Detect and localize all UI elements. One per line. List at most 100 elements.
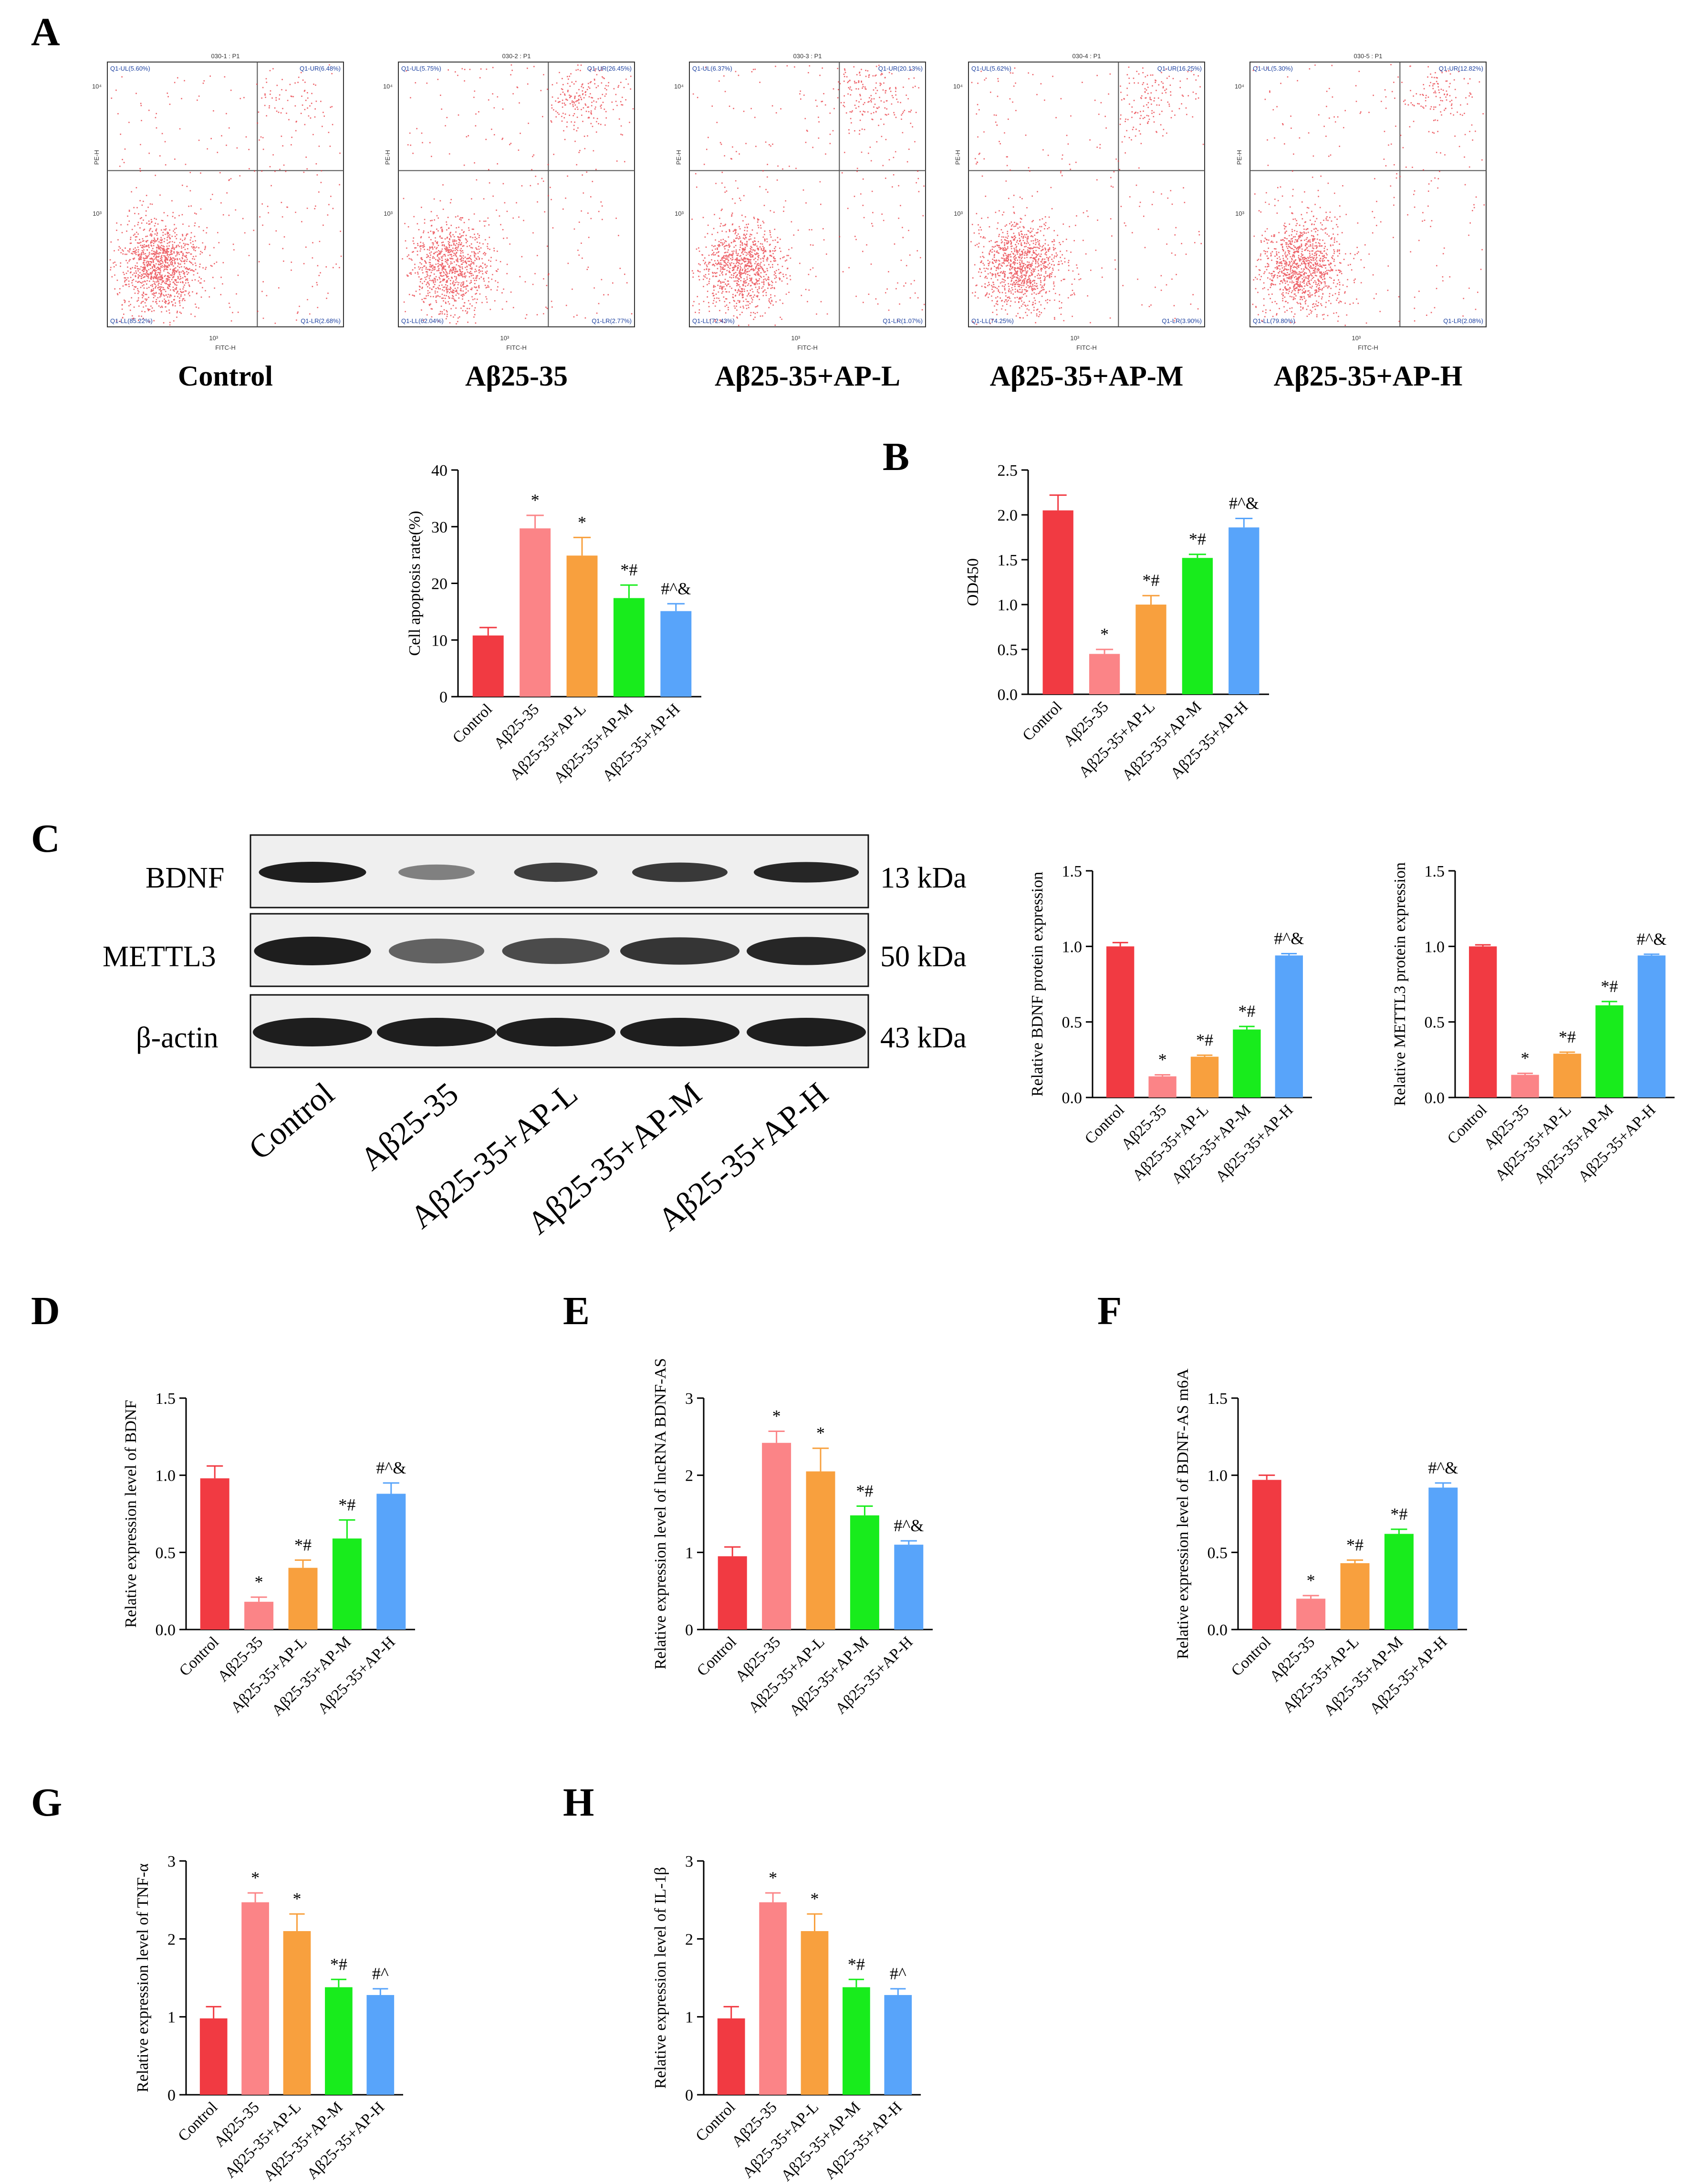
blot-band — [632, 862, 728, 882]
bar — [1553, 1054, 1582, 1097]
bar — [1595, 1005, 1624, 1097]
blot-kda-actin: 43 kDa — [880, 1022, 967, 1054]
flow-y-label: PE-H — [954, 150, 961, 165]
panel-label-a: A — [31, 10, 60, 54]
blot-label-bdnf: BDNF — [146, 862, 224, 894]
bar — [1511, 1075, 1539, 1097]
bar — [1182, 558, 1213, 694]
quadrant-lr-label: Q1-LR(2.68%) — [301, 317, 341, 324]
flow-x-label: FITC-H — [215, 344, 236, 351]
y-axis-label: Relative BDNF protein expression — [1029, 872, 1046, 1097]
y-axis-label: Relative expression level of BDNF — [122, 1400, 140, 1628]
bar — [1296, 1599, 1326, 1630]
category-label: Aβ25-35+AP-L — [1129, 1101, 1212, 1184]
y-tick-label: 1.5 — [156, 1390, 176, 1408]
bar — [801, 1931, 829, 2095]
y-tick-label: 0 — [685, 2087, 693, 2104]
y-tick-label: 1.5 — [998, 552, 1018, 569]
flow-x-tick: 10³ — [1070, 334, 1079, 342]
bar — [1233, 1029, 1261, 1097]
panel-label-f: F — [1097, 1289, 1122, 1333]
quadrant-ll-label: Q1-LL(74.25%) — [971, 317, 1014, 324]
flow-y-label: PE-H — [1236, 150, 1243, 165]
bar — [1384, 1534, 1414, 1630]
blot-strip-METTL3 — [250, 913, 869, 987]
flow-x-label: FITC-H — [506, 344, 527, 351]
quadrant-ur-label: Q1-UR(6.48%) — [300, 65, 341, 72]
significance-label: *# — [294, 1536, 312, 1555]
quadrant-ur-label: Q1-UR(16.25%) — [1157, 65, 1202, 72]
chart-mettl3_protein: 0.0 0.5 1.0 1.5 Relative METTL3 protein expr… — [1391, 862, 1675, 1187]
flow-title: 030-1 : P1 — [211, 52, 240, 60]
bar — [660, 611, 692, 697]
significance-label: *# — [1238, 1002, 1255, 1021]
flow-title: 030-2 : P1 — [502, 52, 531, 60]
blot-kda-bdnf: 13 kDa — [880, 862, 967, 894]
significance-label: #^& — [1636, 930, 1666, 949]
quadrant-ur-label: Q1-UR(26.45%) — [587, 65, 632, 72]
blot-band — [253, 1018, 372, 1046]
quadrant-lr-label: Q1-LR(1.07%) — [883, 317, 923, 324]
quadrant-ul-label: Q1-UL(5.60%) — [110, 65, 150, 72]
y-axis-label: Relative METTL3 protein expression — [1391, 862, 1409, 1106]
significance-label: * — [772, 1407, 781, 1426]
blot-band — [254, 937, 371, 965]
bar — [762, 1442, 791, 1630]
blot-band — [496, 1018, 615, 1046]
flow-y-label: PE-H — [93, 150, 100, 165]
bar — [894, 1545, 924, 1630]
quadrant-ul-label: Q1-UL(5.62%) — [971, 65, 1011, 72]
y-tick-label: 0.5 — [998, 641, 1018, 659]
bar — [283, 1931, 311, 2095]
flow-x-tick: 10³ — [1352, 334, 1361, 342]
y-tick-label: 1 — [685, 1544, 693, 1562]
bar — [850, 1515, 879, 1630]
y-tick-label: 40 — [431, 462, 448, 480]
flow-events — [402, 64, 634, 324]
panel-label-c: C — [31, 816, 60, 861]
flow-events — [109, 64, 342, 326]
quadrant-lr-label: Q1-LR(3.90%) — [1162, 317, 1202, 324]
y-tick-label: 0.0 — [1425, 1089, 1445, 1107]
y-tick-label: 30 — [431, 519, 448, 536]
flow-y-tick-top: 10⁴ — [674, 83, 684, 90]
blot-band — [747, 937, 866, 965]
y-tick-label: 1.0 — [998, 596, 1018, 614]
significance-label: *# — [1346, 1536, 1364, 1555]
y-axis-label: Relative expression level of IL-1β — [652, 1867, 669, 2089]
category-label: Aβ25-35+AP-M — [269, 1633, 354, 1719]
y-tick-label: 0.0 — [1208, 1621, 1228, 1639]
y-tick-label: 0.5 — [156, 1544, 176, 1562]
significance-label: *# — [1601, 977, 1618, 996]
flow-title: 030-4 : P1 — [1072, 52, 1101, 60]
category-label: Aβ25-35+AP-L — [1280, 1633, 1363, 1716]
flow-frame — [689, 62, 926, 327]
significance-label: * — [769, 1868, 777, 1887]
y-axis-label: Relative expression level of lncRNA BDNF… — [652, 1358, 669, 1670]
bar — [1135, 605, 1166, 694]
flow-x-label: FITC-H — [1358, 344, 1378, 351]
flow-plot-5: 030-5 : P1 Q1-UL(5.30%) Q1-UR(12.82%) Q1-LL… — [1235, 52, 1487, 392]
panel-label-b: B — [883, 435, 909, 479]
category-label: Aβ25-35+AP-H — [822, 2099, 906, 2183]
significance-label: #^ — [890, 1964, 906, 1983]
flow-y-label: PE-H — [675, 150, 682, 165]
significance-label: *# — [330, 1954, 347, 1974]
quadrant-lr-label: Q1-LR(2.77%) — [592, 317, 632, 324]
bar — [199, 2018, 228, 2095]
bar — [884, 1995, 912, 2095]
significance-label: * — [811, 1889, 819, 1908]
bar — [1252, 1480, 1281, 1630]
flow-group-name: Aβ25-35+AP-L — [715, 360, 900, 392]
y-tick-label: 20 — [431, 575, 448, 593]
panel-label-d: D — [31, 1289, 60, 1333]
bar — [472, 635, 504, 697]
y-tick-label: 1.0 — [1425, 938, 1445, 956]
quadrant-ur-label: Q1-UR(20.13%) — [878, 65, 923, 72]
blot-band — [389, 939, 484, 963]
blot-lane-label: Control — [242, 1075, 341, 1167]
significance-label: *# — [848, 1954, 865, 1974]
significance-label: *# — [620, 560, 637, 579]
chart-apoptosis: 0 10 20 30 40 Cell apoptosis rate(%) Control * A… — [406, 462, 701, 786]
y-tick-label: 0.5 — [1425, 1014, 1445, 1032]
